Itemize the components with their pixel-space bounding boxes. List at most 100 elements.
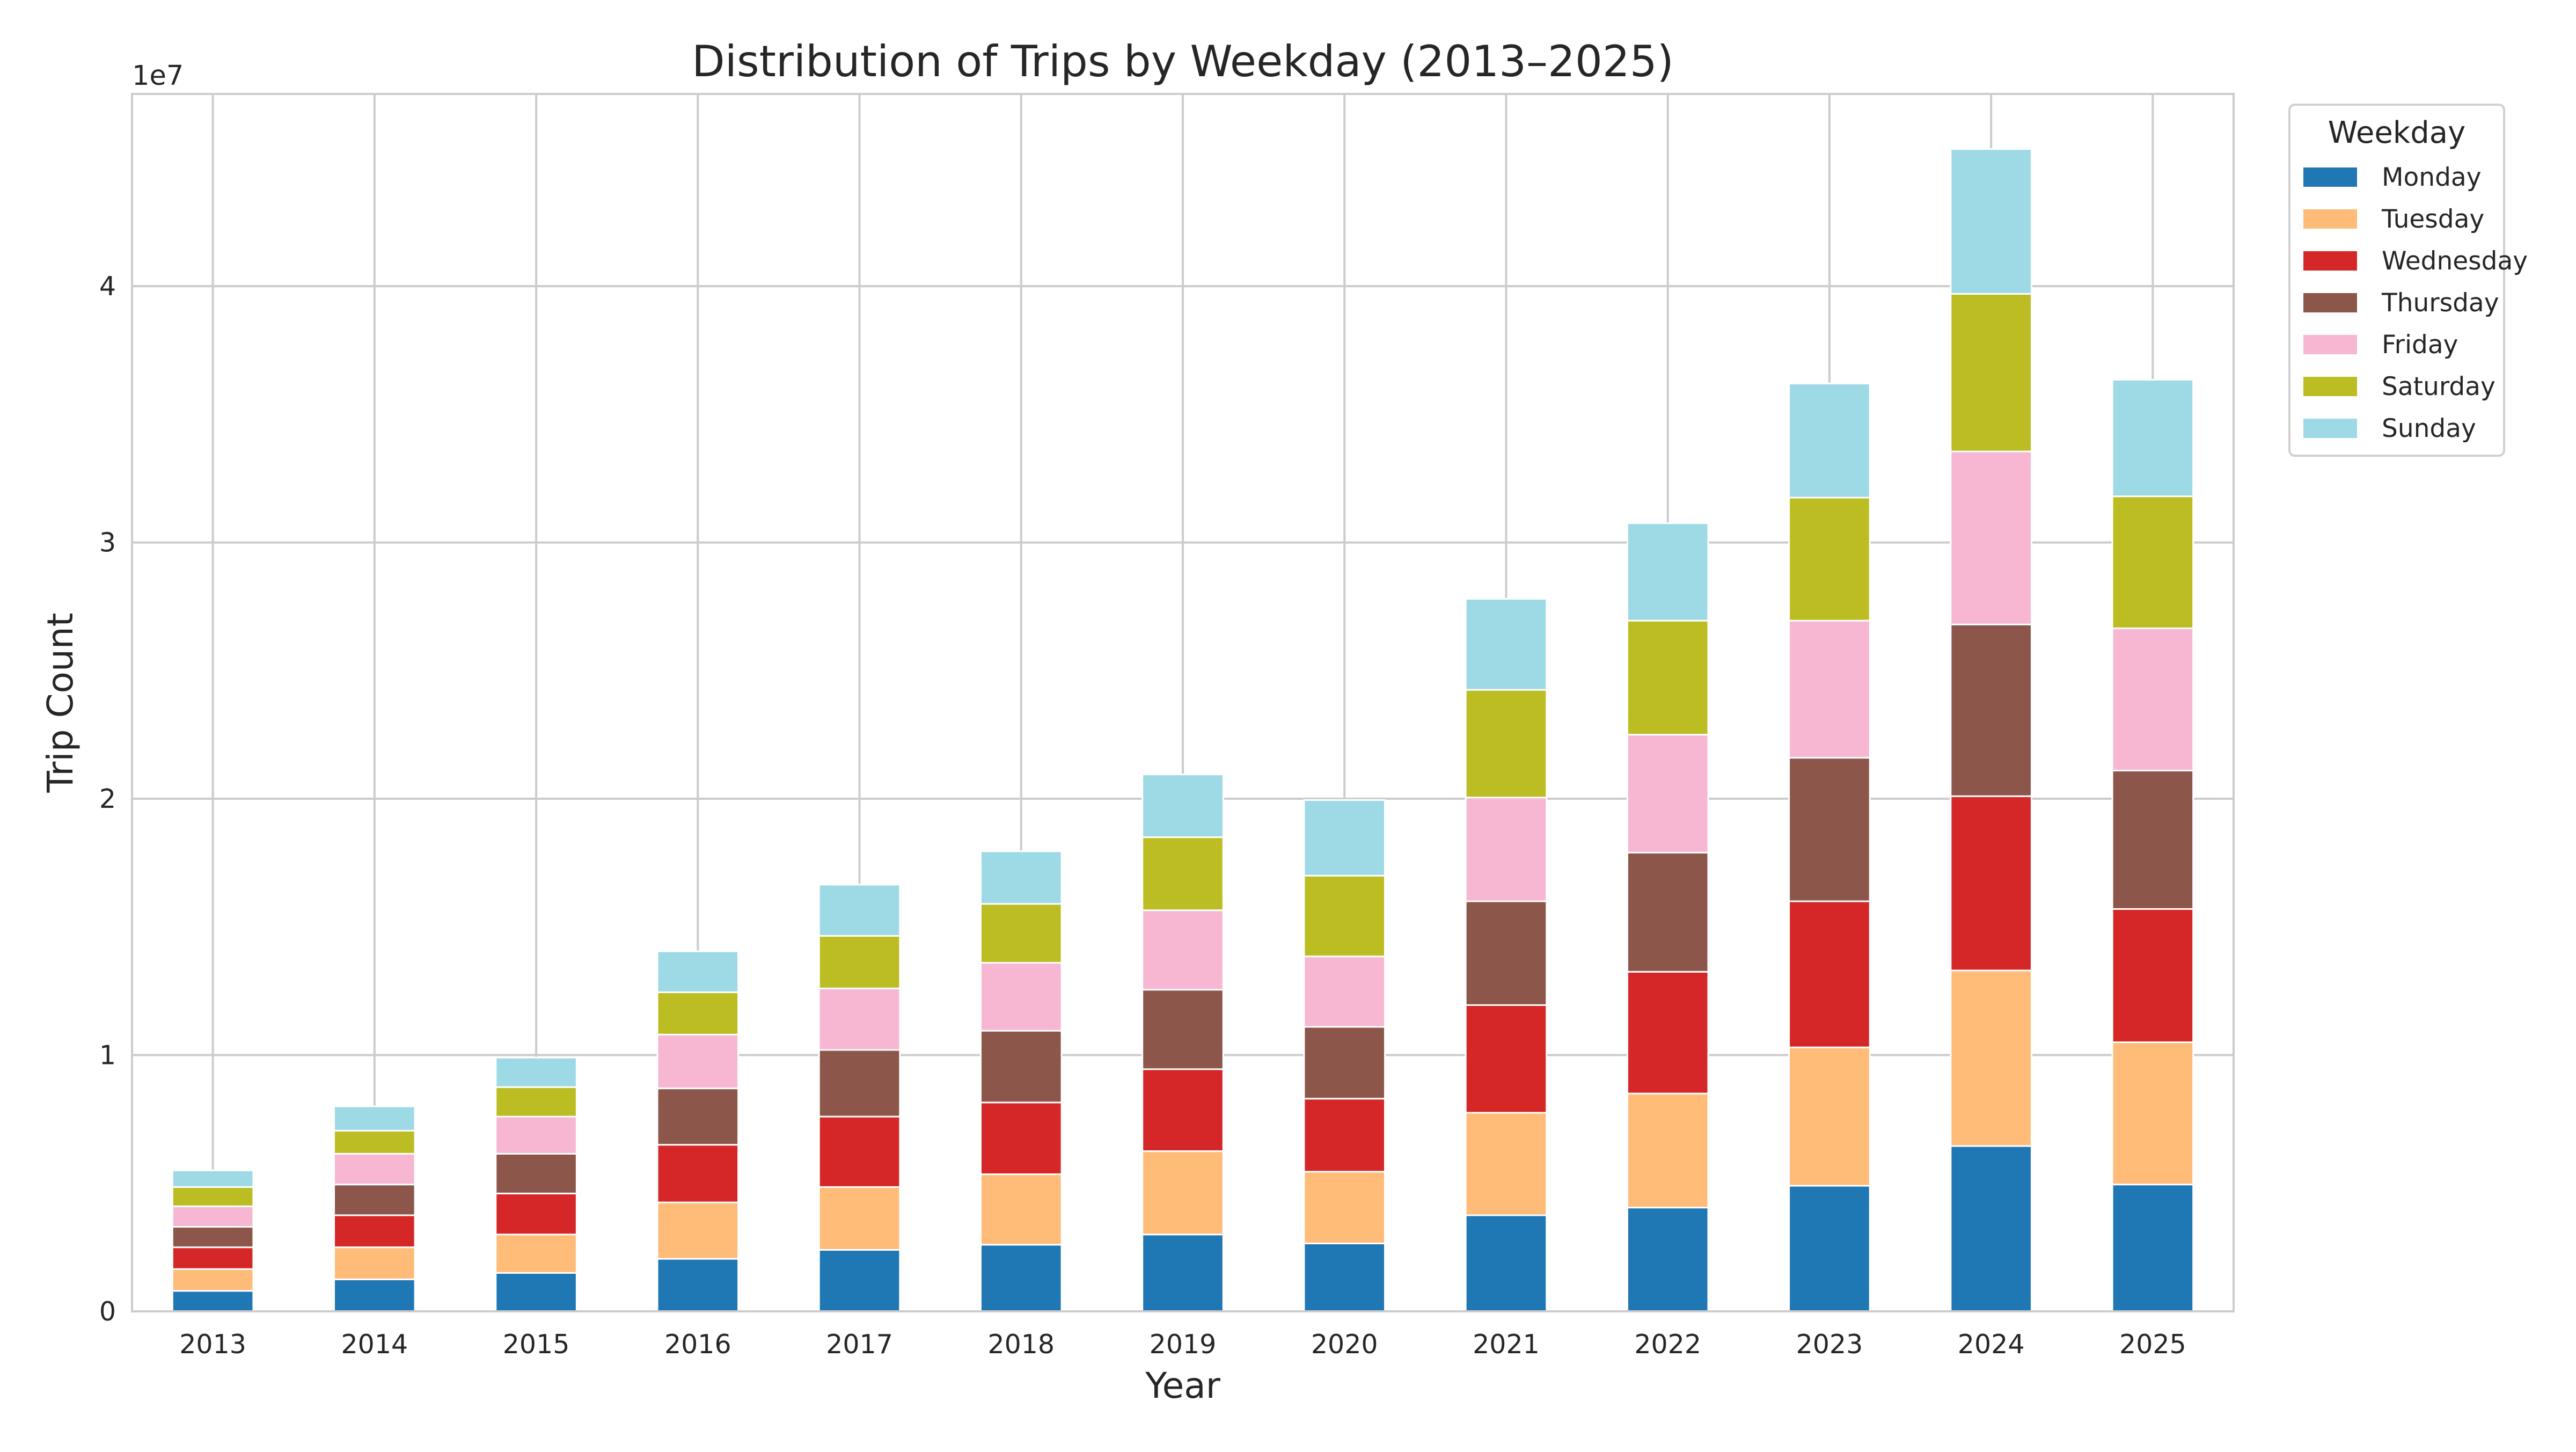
bar-segment-sunday xyxy=(2111,378,2194,498)
bar-segment-sunday xyxy=(979,850,1063,905)
bar-segment-monday xyxy=(1788,1185,1871,1312)
bar-segment-friday xyxy=(333,1152,416,1186)
chart-title: Distribution of Trips by Weekday (2013–2… xyxy=(692,37,1674,86)
legend-swatch-tuesday xyxy=(2303,209,2357,229)
bar-segment-saturday xyxy=(495,1086,577,1118)
bar-segment-wednesday xyxy=(1626,971,1709,1095)
bar-segment-tuesday xyxy=(656,1201,740,1260)
bar-segment-friday xyxy=(1626,734,1709,853)
bar-segment-friday xyxy=(656,1033,740,1090)
x-tick-label: 2017 xyxy=(826,1329,893,1360)
bar-segment-friday xyxy=(495,1115,577,1155)
x-axis-label: Year xyxy=(1145,1365,1221,1406)
bar-segment-friday xyxy=(1303,955,1386,1028)
bar-segment-saturday xyxy=(656,991,740,1035)
bar-segment-monday xyxy=(979,1244,1063,1312)
x-tick-label: 2013 xyxy=(179,1329,246,1360)
legend: Weekday Monday Tuesday Wednesday Thursday Fr… xyxy=(2288,104,2528,457)
bar-segment-monday xyxy=(656,1258,740,1312)
bar-segment-sunday xyxy=(1950,148,2032,295)
ticks-layer: 0 1 2 3 4 2013 2014 2015 2016 2017 2018 2019 2020 202… xyxy=(99,271,2186,1360)
legend-items: Monday Tuesday Wednesday Thursday Friday Satu… xyxy=(2303,163,2528,443)
legend-label-sunday: Sunday xyxy=(2382,414,2476,443)
x-tick-label: 2025 xyxy=(2119,1329,2186,1360)
bar-segment-thursday xyxy=(1788,757,1871,902)
bar-segment-sunday xyxy=(818,884,901,937)
legend-label-friday: Friday xyxy=(2382,330,2458,360)
bar-segment-tuesday xyxy=(495,1234,577,1274)
legend-swatch-thursday xyxy=(2303,293,2357,312)
x-tick-label: 2019 xyxy=(1150,1329,1217,1360)
bar-segment-tuesday xyxy=(1626,1092,1709,1209)
bar-segment-wednesday xyxy=(2111,908,2194,1044)
bar-segment-friday xyxy=(1141,909,1224,991)
bar-segment-tuesday xyxy=(1303,1171,1386,1244)
bar-segment-friday xyxy=(1788,619,1871,759)
bar-segment-wednesday xyxy=(333,1214,416,1249)
legend-label-tuesday: Tuesday xyxy=(2381,205,2484,234)
legend-title: Weekday xyxy=(2328,115,2465,150)
bar-segment-tuesday xyxy=(1465,1112,1548,1216)
bar-segment-tuesday xyxy=(818,1186,901,1251)
y-tick-label: 0 xyxy=(99,1296,116,1327)
bar-segment-wednesday xyxy=(171,1246,254,1270)
bar-segment-wednesday xyxy=(1141,1068,1224,1152)
legend-label-monday: Monday xyxy=(2382,163,2482,192)
x-tick-label: 2015 xyxy=(503,1329,570,1360)
bar-segment-thursday xyxy=(1141,989,1224,1070)
bar-segment-wednesday xyxy=(818,1115,901,1188)
legend-label-thursday: Thursday xyxy=(2381,288,2499,318)
legend-swatch-friday xyxy=(2303,335,2357,354)
bar-segment-saturday xyxy=(1626,619,1709,736)
bar-segment-monday xyxy=(1141,1234,1224,1312)
bar-segment-sunday xyxy=(1788,383,1871,499)
bar-segment-wednesday xyxy=(1303,1098,1386,1173)
bar-segment-sunday xyxy=(1626,522,1709,622)
bar-segment-thursday xyxy=(495,1152,577,1194)
y-tick-label: 3 xyxy=(99,528,116,558)
plot-frame xyxy=(131,93,2235,1312)
bar-segment-saturday xyxy=(171,1186,254,1207)
bar-segment-sunday xyxy=(1303,799,1386,877)
x-tick-label: 2018 xyxy=(987,1329,1055,1360)
bar-segment-thursday xyxy=(171,1225,254,1249)
bar-segment-thursday xyxy=(656,1088,740,1146)
bar-segment-tuesday xyxy=(1141,1150,1224,1236)
bar-segment-thursday xyxy=(333,1184,416,1216)
bar-segment-thursday xyxy=(1626,851,1709,973)
legend-label-saturday: Saturday xyxy=(2382,372,2496,402)
bar-segment-sunday xyxy=(1465,598,1548,691)
bar-segment-monday xyxy=(1303,1242,1386,1312)
x-tick-label: 2014 xyxy=(341,1329,408,1360)
bar-segment-monday xyxy=(818,1249,901,1312)
x-tick-label: 2023 xyxy=(1796,1329,1863,1360)
y-tick-label: 2 xyxy=(99,784,116,814)
y-offset-label: 1e7 xyxy=(132,60,184,92)
x-tick-label: 2020 xyxy=(1311,1329,1378,1360)
bar-segment-wednesday xyxy=(495,1192,577,1236)
bar-segment-tuesday xyxy=(1950,969,2032,1147)
bar-segment-monday xyxy=(1950,1145,2032,1312)
bar-segment-tuesday xyxy=(979,1173,1063,1246)
bar-segment-friday xyxy=(1465,797,1548,902)
bar-segment-saturday xyxy=(1788,497,1871,622)
y-axis-label: Trip Count xyxy=(40,613,81,793)
bar-segment-monday xyxy=(2111,1184,2194,1312)
bar-segment-saturday xyxy=(1950,293,2032,453)
legend-swatch-monday xyxy=(2303,167,2357,187)
x-tick-label: 2022 xyxy=(1634,1329,1701,1360)
bar-segment-saturday xyxy=(2111,495,2194,630)
bar-segment-friday xyxy=(818,987,901,1051)
bar-segment-monday xyxy=(1465,1214,1548,1312)
bar-segment-tuesday xyxy=(171,1268,254,1292)
bar-segment-monday xyxy=(333,1278,416,1312)
x-tick-label: 2016 xyxy=(664,1329,731,1360)
bar-segment-tuesday xyxy=(2111,1041,2194,1186)
bar-segment-thursday xyxy=(2111,770,2194,910)
bar-segment-thursday xyxy=(818,1049,901,1118)
bar-segment-monday xyxy=(495,1272,577,1312)
bar-segment-sunday xyxy=(333,1105,416,1132)
bar-segment-saturday xyxy=(1303,874,1386,958)
